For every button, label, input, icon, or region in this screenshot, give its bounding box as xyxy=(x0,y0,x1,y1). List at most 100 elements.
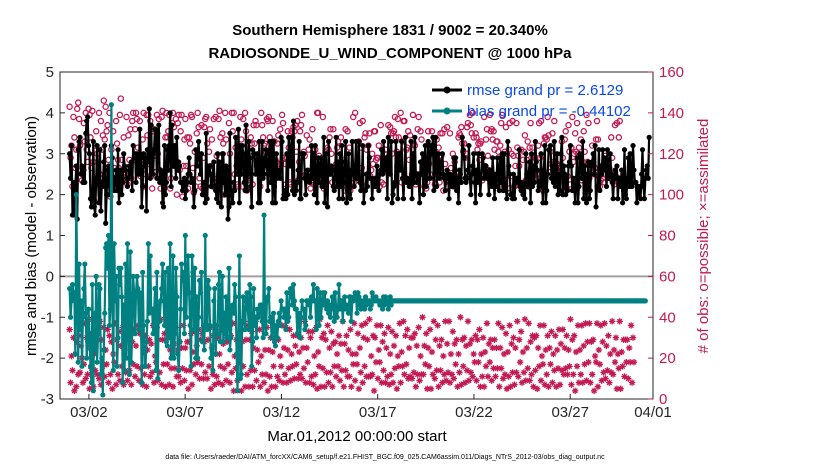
bias-point xyxy=(276,310,282,316)
bias-point xyxy=(297,335,303,341)
obs-possible-marker xyxy=(424,128,432,135)
obs-assimilated-marker xyxy=(207,385,215,392)
rmse-point xyxy=(491,196,498,202)
rmse-point xyxy=(482,167,488,173)
obs-assimilated-marker xyxy=(589,371,596,378)
bias-point xyxy=(330,298,336,304)
rmse-point xyxy=(627,151,633,157)
x-tick-label: 03/27 xyxy=(551,404,589,421)
rmse-point xyxy=(638,196,644,202)
obs-assimilated-marker xyxy=(484,373,492,380)
bias-point xyxy=(303,322,309,329)
rmse-point xyxy=(180,179,187,185)
obs-assimilated-marker xyxy=(616,318,623,325)
rmse-point xyxy=(604,147,611,153)
bias-point xyxy=(275,318,281,324)
rmse-point xyxy=(527,200,534,206)
asterisk-stroke xyxy=(414,343,420,349)
rmse-point xyxy=(228,187,234,194)
bias-point xyxy=(190,269,196,275)
asterisk-stroke xyxy=(599,339,606,345)
asterisk-stroke xyxy=(351,320,357,327)
rmse-point xyxy=(151,147,157,153)
obs-assimilated-marker xyxy=(272,383,279,390)
x-tick-label: 03/07 xyxy=(166,404,204,421)
obs-assimilated-marker xyxy=(368,352,375,360)
asterisk-stroke xyxy=(213,373,220,380)
bias-point xyxy=(215,281,222,288)
bias-point xyxy=(146,310,152,316)
rmse-point xyxy=(471,151,477,157)
asterisk-stroke xyxy=(626,345,632,351)
asterisk-stroke xyxy=(605,332,612,339)
rmse-point xyxy=(305,167,311,173)
asterisk-stroke xyxy=(526,377,533,384)
rmse-point xyxy=(233,155,240,161)
bias-point xyxy=(306,298,312,304)
rmse-point xyxy=(321,134,327,140)
rmse-point xyxy=(253,163,260,169)
rmse-point xyxy=(576,183,582,190)
bias-point xyxy=(251,322,258,329)
obs-assimilated-marker xyxy=(417,352,424,360)
asterisk-stroke xyxy=(328,328,335,335)
asterisk-stroke xyxy=(607,351,613,357)
bias-point xyxy=(122,261,129,267)
rmse-point xyxy=(146,106,152,112)
obs-assimilated-marker xyxy=(403,361,410,368)
asterisk-stroke xyxy=(461,334,467,341)
rmse-point xyxy=(79,163,85,169)
rmse-point xyxy=(285,192,291,198)
asterisk-stroke xyxy=(629,379,635,386)
bias-point xyxy=(229,306,235,312)
obs-assimilated-marker xyxy=(184,385,192,392)
obs-assimilated-marker xyxy=(460,334,468,341)
bias-point xyxy=(80,314,86,320)
asterisk-stroke xyxy=(77,369,83,376)
bias-point xyxy=(166,335,172,341)
rmse-point xyxy=(523,151,529,157)
bias-point xyxy=(147,253,153,259)
rmse-point xyxy=(289,187,296,194)
x-tick-label: 03/12 xyxy=(263,404,301,421)
rmse-point xyxy=(410,151,416,157)
obs-assimilated-marker xyxy=(443,340,451,348)
bias-point xyxy=(327,314,334,320)
asterisk-stroke xyxy=(431,318,437,325)
asterisk-stroke xyxy=(475,359,482,365)
rmse-point xyxy=(254,151,261,157)
rmse-point xyxy=(217,167,224,173)
obs-assimilated-marker xyxy=(258,352,265,360)
obs-assimilated-marker xyxy=(202,369,209,376)
asterisk-stroke xyxy=(258,353,264,359)
obs-assimilated-marker xyxy=(362,320,369,327)
asterisk-stroke xyxy=(96,375,102,382)
bias-point xyxy=(117,281,123,288)
rmse-point xyxy=(474,179,481,185)
bias-point xyxy=(202,232,208,239)
rmse-point xyxy=(230,200,236,206)
asterisk-stroke xyxy=(535,345,541,351)
rmse-point xyxy=(623,196,629,202)
rmse-point xyxy=(433,134,439,140)
rmse-point xyxy=(497,155,503,161)
obs-possible-marker xyxy=(361,134,368,141)
rmse-point xyxy=(82,179,88,185)
rmse-point xyxy=(183,187,189,194)
bias-point xyxy=(226,265,232,271)
rmse-point xyxy=(505,138,511,145)
obs-assimilated-marker xyxy=(516,359,524,366)
rmse-point xyxy=(100,183,106,190)
rmse-point xyxy=(400,196,407,202)
obs-possible-marker xyxy=(100,97,108,104)
bias-point xyxy=(136,326,142,333)
obs-assimilated-marker xyxy=(175,373,182,380)
obs-assimilated-marker xyxy=(230,387,237,395)
bias-point xyxy=(237,375,243,382)
asterisk-stroke xyxy=(345,347,352,353)
bias-point xyxy=(356,294,362,300)
asterisk-stroke xyxy=(434,322,441,329)
asterisk-stroke xyxy=(124,377,131,384)
asterisk-stroke xyxy=(457,314,464,320)
asterisk-stroke xyxy=(263,371,269,378)
